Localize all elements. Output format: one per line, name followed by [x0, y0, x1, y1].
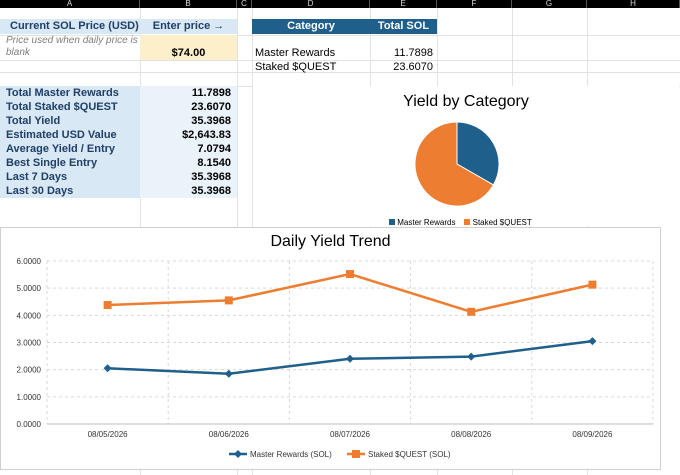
data-point-master: [588, 337, 597, 346]
pie-legend: Master Rewards Staked $QUEST: [389, 218, 532, 226]
summary-label[interactable]: Estimated USD Value: [0, 128, 140, 142]
column-header-f[interactable]: F: [437, 0, 512, 8]
legend-marker: [234, 450, 242, 458]
data-point-master: [224, 369, 233, 378]
x-tick-label: 08/08/2026: [451, 430, 492, 439]
data-point-master: [346, 354, 354, 363]
data-point-staked: [224, 296, 233, 305]
data-point-staked: [103, 301, 112, 310]
price-label: Current SOL Price (USD): [0, 19, 140, 34]
category-value-staked[interactable]: 23.6070: [393, 61, 433, 73]
summary-label[interactable]: Last 7 Days: [0, 170, 140, 184]
enter-price-label: Enter price →: [140, 19, 237, 34]
line-chart-title: Daily Yield Trend: [270, 233, 391, 250]
pie-slice-staked: [414, 121, 495, 207]
y-tick-label: 3.0000: [17, 339, 42, 348]
category-value-master[interactable]: 11.7898: [394, 47, 433, 59]
summary-value[interactable]: 35.3968: [140, 170, 237, 184]
column-header-bar: A B C D E F G H: [0, 0, 680, 8]
y-tick-label: 6.0000: [17, 257, 42, 266]
category-name-staked[interactable]: Staked $QUEST: [255, 61, 337, 73]
data-point-master: [103, 364, 112, 373]
column-header-g[interactable]: G: [512, 0, 587, 8]
column-header-a[interactable]: A: [0, 0, 140, 8]
data-point-staked: [467, 307, 476, 316]
x-tick-label: 08/07/2026: [330, 430, 371, 439]
column-header-e[interactable]: E: [370, 0, 437, 8]
summary-value[interactable]: 35.3968: [140, 114, 237, 128]
summary-label[interactable]: Best Single Entry: [0, 156, 140, 170]
column-header-b[interactable]: B: [140, 0, 237, 8]
pie-chart[interactable]: Yield by Category Master Rewards Staked …: [253, 86, 679, 226]
sol-price-input[interactable]: $74.00: [140, 35, 237, 60]
y-tick-label: 5.0000: [17, 284, 42, 293]
y-tick-label: 0.0000: [17, 420, 42, 429]
summary-label[interactable]: Total Yield: [0, 114, 140, 128]
legend-label: Staked $QUEST (SOL): [368, 450, 451, 459]
summary-value[interactable]: 7.0794: [140, 142, 237, 156]
summary-label[interactable]: Last 30 Days: [0, 184, 140, 198]
column-header-d[interactable]: D: [252, 0, 370, 8]
category-name-master[interactable]: Master Rewards: [255, 47, 336, 59]
summary-label[interactable]: Average Yield / Entry: [0, 142, 140, 156]
legend-marker: [352, 450, 360, 458]
summary-value[interactable]: 23.6070: [140, 100, 237, 114]
legend-swatch-master: [389, 219, 395, 225]
data-point-master: [467, 352, 476, 361]
summary-value[interactable]: 11.7898: [140, 86, 237, 100]
price-note-line2: blank: [6, 47, 30, 58]
summary-label[interactable]: Total Staked $QUEST: [0, 100, 140, 114]
x-tick-label: 08/05/2026: [88, 430, 129, 439]
pie-chart-plot: [414, 121, 500, 207]
legend-swatch-staked: [464, 219, 471, 225]
data-point-staked: [346, 270, 354, 279]
summary-value[interactable]: 8.1540: [140, 156, 237, 170]
category-header: Category: [252, 19, 370, 34]
summary-value[interactable]: $2,643.83: [140, 128, 237, 142]
summary-value[interactable]: 35.3968: [140, 184, 237, 198]
pie-legend-staked: Staked $QUEST: [472, 218, 532, 226]
column-header-h[interactable]: H: [587, 0, 680, 8]
data-point-staked: [588, 280, 597, 289]
legend-label: Master Rewards (SOL): [250, 450, 332, 459]
pie-legend-master: Master Rewards: [397, 218, 456, 226]
y-tick-label: 4.0000: [17, 311, 42, 320]
total-sol-header: Total SOL: [370, 19, 437, 34]
x-tick-label: 08/06/2026: [209, 430, 250, 439]
column-header-c[interactable]: C: [237, 0, 252, 8]
line-chart[interactable]: Daily Yield Trend 0.0000 1.0000 2.0000 3.00…: [0, 227, 661, 470]
x-tick-label: 08/09/2026: [572, 430, 613, 439]
price-note-line1: Price used when daily price is: [6, 35, 138, 46]
series-line-staked: [107, 272, 593, 314]
y-tick-label: 1.0000: [17, 393, 42, 402]
pie-chart-title: Yield by Category: [403, 93, 529, 110]
line-chart-plot: 0.0000 1.0000 2.0000 3.0000 4.0000 5.0000 6.00…: [17, 257, 654, 459]
y-tick-label: 2.0000: [17, 366, 42, 375]
summary-label[interactable]: Total Master Rewards: [0, 86, 140, 100]
pie-slice-master: [456, 121, 500, 186]
